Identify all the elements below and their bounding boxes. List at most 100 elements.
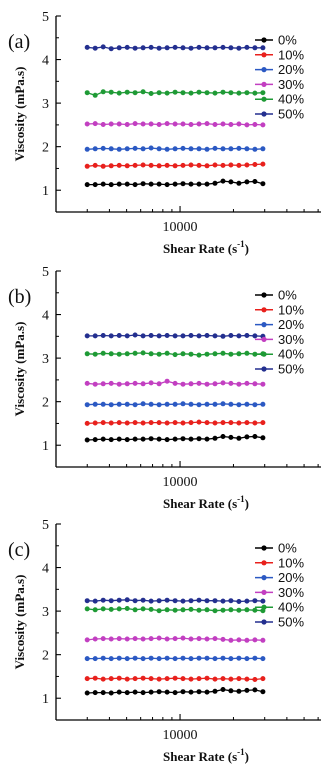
data-point xyxy=(236,162,242,168)
data-point xyxy=(180,676,186,682)
data-point xyxy=(196,436,202,442)
data-point xyxy=(92,182,98,188)
y-tick-label: 3 xyxy=(42,352,49,367)
data-point xyxy=(252,677,258,683)
legend-label: 0% xyxy=(278,541,297,556)
data-point xyxy=(124,381,130,387)
data-point xyxy=(228,676,234,682)
data-point xyxy=(244,607,250,613)
data-point xyxy=(92,162,98,168)
data-point xyxy=(116,420,122,426)
y-tick-label: 4 xyxy=(42,562,49,577)
data-point xyxy=(140,381,146,387)
data-point xyxy=(172,636,178,642)
series-30pct xyxy=(84,378,266,387)
data-point xyxy=(220,380,226,386)
data-point xyxy=(212,401,218,407)
legend-marker xyxy=(261,589,267,595)
data-point xyxy=(220,655,226,661)
data-point xyxy=(100,401,106,407)
data-point xyxy=(92,401,98,407)
data-point xyxy=(116,121,122,127)
y-tick-label: 4 xyxy=(42,54,49,69)
data-point xyxy=(148,636,154,642)
data-point xyxy=(140,121,146,127)
data-point xyxy=(84,598,90,604)
series-20pct xyxy=(84,145,266,152)
x-axis-label-main: Shear Rate (s xyxy=(163,241,237,256)
data-point xyxy=(196,121,202,127)
y-axis-label: Viscosity (mPa.s) xyxy=(12,575,27,670)
data-point xyxy=(116,689,122,695)
data-point xyxy=(140,89,146,95)
data-point xyxy=(260,146,266,152)
series-30pct xyxy=(84,121,266,128)
data-point xyxy=(92,420,98,426)
data-point xyxy=(188,676,194,682)
data-point xyxy=(140,675,146,681)
data-point xyxy=(212,90,218,96)
data-point xyxy=(140,45,146,51)
data-point xyxy=(124,437,130,443)
data-point xyxy=(188,45,194,51)
panel-label: (a) xyxy=(8,31,30,53)
data-point xyxy=(124,606,130,612)
data-point xyxy=(252,655,258,661)
data-point xyxy=(84,402,90,408)
data-point xyxy=(108,146,114,152)
data-point xyxy=(236,655,242,661)
data-point xyxy=(212,381,218,387)
data-point xyxy=(148,162,154,168)
data-point xyxy=(204,607,210,613)
data-point xyxy=(244,598,250,604)
data-point xyxy=(260,122,266,128)
data-point xyxy=(148,436,154,442)
legend-marker xyxy=(261,307,267,313)
x-axis-label: Shear Rate (s-1) xyxy=(163,494,249,511)
data-point xyxy=(260,381,266,387)
data-point xyxy=(228,607,234,613)
data-point xyxy=(132,350,138,356)
chart-panel-3: 1 2 3 4 5 10000 Viscosity (mPa.s) Shear Rate (s… xyxy=(8,518,321,764)
data-point xyxy=(220,607,226,613)
data-point xyxy=(196,655,202,661)
data-point xyxy=(180,689,186,695)
data-point xyxy=(212,351,218,357)
data-point xyxy=(100,181,106,187)
x-axis-label-main: Shear Rate (s xyxy=(163,749,237,764)
legend-marker xyxy=(261,111,267,117)
data-point xyxy=(108,402,114,408)
data-point xyxy=(140,636,146,642)
data-point xyxy=(116,90,122,96)
data-point xyxy=(172,420,178,426)
data-point xyxy=(212,608,218,614)
data-point xyxy=(220,434,226,440)
data-point xyxy=(84,380,90,386)
x-axis-label-superscript: -1 xyxy=(237,239,245,249)
x-axis-label-superscript: -1 xyxy=(237,747,245,757)
y-tick-label: 5 xyxy=(42,518,49,533)
data-point xyxy=(252,179,258,185)
data-point xyxy=(236,420,242,426)
data-point xyxy=(84,163,90,169)
data-point xyxy=(244,90,250,96)
data-point xyxy=(84,656,90,662)
data-point xyxy=(196,689,202,695)
data-point xyxy=(164,676,170,682)
data-point xyxy=(84,690,90,696)
legend-marker xyxy=(261,81,267,87)
data-point xyxy=(156,90,162,96)
data-point xyxy=(188,636,194,642)
data-point xyxy=(108,690,114,696)
data-point xyxy=(108,46,114,52)
data-point xyxy=(172,607,178,613)
data-point xyxy=(220,420,226,426)
data-point xyxy=(124,44,130,50)
data-point xyxy=(188,401,194,407)
data-point xyxy=(196,676,202,682)
data-point xyxy=(172,352,178,358)
data-point xyxy=(100,163,106,169)
data-point xyxy=(148,121,154,127)
data-point xyxy=(220,687,226,693)
data-point xyxy=(108,121,114,127)
